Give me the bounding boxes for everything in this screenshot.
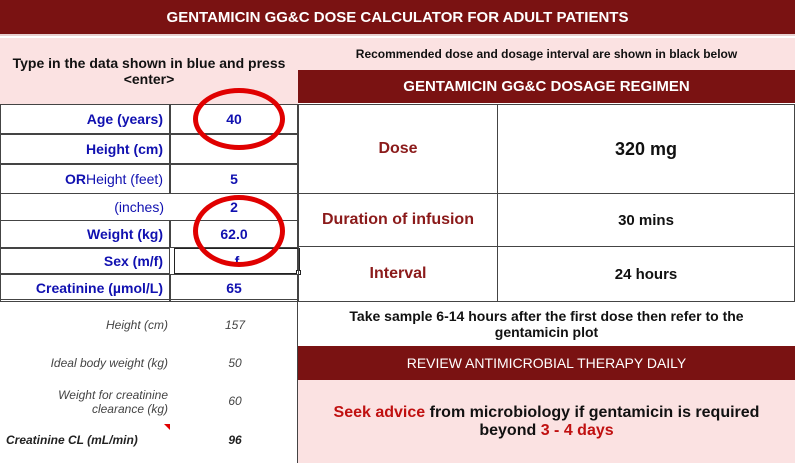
- or-prefix: OR: [64, 171, 86, 187]
- duration-label: Duration of infusion: [298, 193, 498, 247]
- recommendation-header: Recommended dose and dosage interval are…: [298, 38, 795, 70]
- height-cm-label: Height (cm): [0, 134, 170, 164]
- age-label: Age (years): [0, 104, 170, 134]
- ideal-body-weight-value: 50: [228, 356, 242, 370]
- instructions-header: Type in the data shown in blue and press…: [0, 38, 298, 104]
- dose-value: 320 mg: [497, 104, 795, 194]
- creatinine-weight-value: 60: [228, 394, 242, 408]
- regimen-title: GENTAMICIN GG&C DOSAGE REGIMEN: [298, 70, 795, 103]
- advice-box: Seek advice from microbiology if gentami…: [298, 380, 795, 463]
- advice-days-text: 3 - 4 days: [540, 421, 614, 439]
- dose-label: Dose: [298, 104, 498, 194]
- interval-value: 24 hours: [497, 246, 795, 302]
- review-banner: REVIEW ANTIMICROBIAL THERAPY DAILY: [298, 346, 795, 380]
- creatinine-label: Creatinine (µmol/L): [0, 274, 170, 302]
- ideal-body-weight-label: Ideal body weight (kg): [50, 356, 168, 370]
- height-feet-input[interactable]: 5: [170, 164, 298, 194]
- calculator-title: GENTAMICIN GG&C DOSE CALCULATOR FOR ADUL…: [0, 0, 795, 36]
- creatinine-input[interactable]: 65: [170, 274, 298, 302]
- derived-height-value: 157: [224, 318, 246, 332]
- comment-indicator-icon[interactable]: [164, 424, 170, 430]
- height-feet-text: Height (feet): [85, 171, 163, 187]
- weight-highlight-circle: [193, 195, 285, 267]
- derived-height-label: Height (cm): [105, 318, 168, 332]
- age-highlight-circle: [193, 88, 285, 150]
- seek-advice-text: Seek advice: [333, 403, 426, 421]
- sex-label: Sex (m/f): [0, 248, 170, 274]
- height-inches-label: (inches): [114, 199, 164, 215]
- advice-body-text: from microbiology if gentamicin is requi…: [425, 403, 760, 439]
- weight-label: Weight (kg): [0, 220, 170, 248]
- creatinine-cl-label: Creatinine CL (mL/min): [6, 433, 138, 447]
- interval-label: Interval: [298, 246, 498, 302]
- height-feet-label: OR Height (feet): [0, 164, 170, 194]
- derived-panel: [0, 302, 298, 463]
- sample-note: Take sample 6-14 hours after the first d…: [349, 308, 744, 340]
- creatinine-cl-value: 96: [228, 433, 242, 447]
- creatinine-weight-label: Weight for creatinine clearance (kg): [58, 388, 168, 416]
- duration-value: 30 mins: [497, 193, 795, 247]
